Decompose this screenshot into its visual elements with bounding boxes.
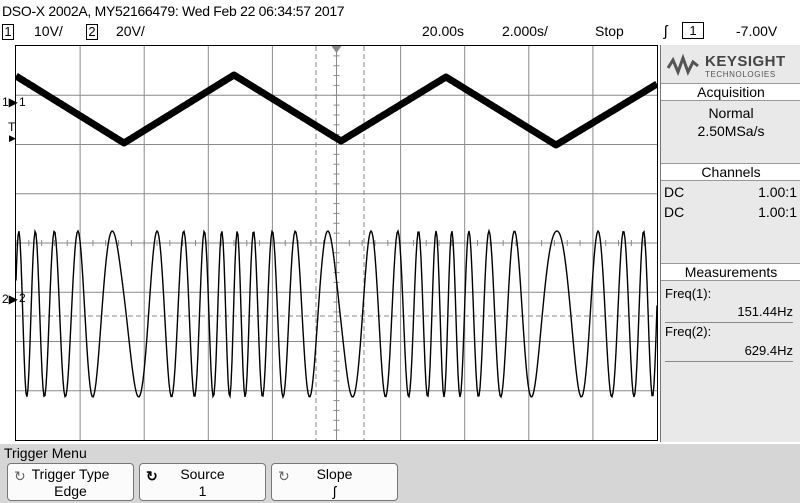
brand-subtitle: TECHNOLOGIES: [705, 70, 776, 79]
waveform-canvas: [16, 46, 657, 440]
time-delay: 20.00s: [422, 23, 465, 39]
measurement-label: Freq(1):: [665, 286, 712, 301]
channel-1-scale: 10V/: [34, 23, 63, 39]
trigger-source: 1: [682, 22, 704, 39]
menu-title: Trigger Menu: [4, 445, 87, 461]
info-panel: KEYSIGHT TECHNOLOGIES Acquisition Normal…: [660, 45, 800, 442]
acquisition-mode: Normal: [708, 105, 754, 121]
keysight-logo: KEYSIGHT TECHNOLOGIES: [667, 51, 795, 83]
measurements-heading: Measurements: [661, 263, 800, 281]
softkey-caption: Slope: [316, 466, 353, 482]
time-scale: 2.000s/: [502, 23, 548, 39]
trigger-slope-icon: ʃ: [664, 23, 668, 40]
channel-coupling: DC: [664, 184, 685, 200]
channel-2-number: 2: [86, 24, 98, 40]
measurement-label: Freq(2):: [665, 324, 712, 339]
measurement-value: 151.44Hz: [737, 304, 793, 319]
softkey-caption: Source: [180, 466, 225, 482]
source-softkey[interactable]: ↻ Source 1: [139, 463, 266, 501]
channel-2-label: 2: [19, 291, 26, 305]
trigger-level-label: T: [8, 120, 16, 134]
channel-probe: 1.00:1: [758, 184, 797, 200]
trigger-level: -7.00V: [736, 23, 778, 39]
run-state: Stop: [595, 23, 624, 39]
channels-heading: Channels: [661, 163, 800, 181]
status-bar: 1 10V/ 2 20V/ 20.00s 2.000s/ Stop ʃ 1 -7…: [0, 22, 800, 41]
softkey-caption: Trigger Type: [31, 466, 110, 482]
channel-1-label: 1: [19, 95, 26, 109]
channel-1-indicator[interactable]: 1: [2, 23, 14, 40]
channel-1-trace: [16, 71, 657, 149]
rotate-knob-icon: ↻: [146, 468, 158, 484]
channel-2-scale: 20V/: [116, 23, 145, 39]
slope-softkey[interactable]: ↻ Slope ʃ: [271, 463, 398, 501]
channel-row: DC 1.00:1: [664, 204, 797, 222]
channel-1-number: 1: [2, 24, 14, 40]
measurement-divider: [665, 322, 793, 323]
brand-name: KEYSIGHT: [705, 53, 786, 70]
measurement-divider: [665, 361, 793, 362]
trigger-level-marker[interactable]: ▶: [9, 133, 16, 143]
softkey-value: Edge: [54, 483, 87, 499]
acquisition-heading: Acquisition: [661, 83, 800, 101]
trigger-type-softkey[interactable]: ↻ Trigger Type Edge: [7, 463, 134, 501]
traces: [16, 71, 657, 400]
graticule: [16, 46, 657, 440]
channel-2-trace: [16, 228, 657, 400]
channel-2-ground-marker[interactable]: 2▶: [2, 292, 18, 306]
channel-probe: 1.00:1: [758, 204, 797, 220]
window-title: DSO-X 2002A, MY52166479: Wed Feb 22 06:3…: [2, 3, 345, 19]
rotate-knob-icon: ↻: [14, 468, 26, 484]
rotate-knob-icon: ↻: [278, 468, 290, 484]
waveform-display[interactable]: [15, 45, 658, 441]
channel-1-ground-marker[interactable]: 1▶: [2, 95, 18, 109]
softkey-value: 1: [198, 483, 207, 499]
trigger-position-marker: [331, 46, 342, 53]
channel-row: DC 1.00:1: [664, 184, 797, 202]
channel-2-indicator[interactable]: 2: [86, 23, 98, 40]
channel-coupling: DC: [664, 204, 685, 220]
softkey-menu: Trigger Menu ↻ Trigger Type Edge ↻ Sourc…: [0, 444, 800, 503]
sample-rate: 2.50MSa/s: [697, 123, 765, 139]
softkey-value: ʃ: [332, 483, 337, 499]
keysight-wave-icon: [667, 54, 699, 77]
measurement-value: 629.4Hz: [744, 343, 793, 358]
